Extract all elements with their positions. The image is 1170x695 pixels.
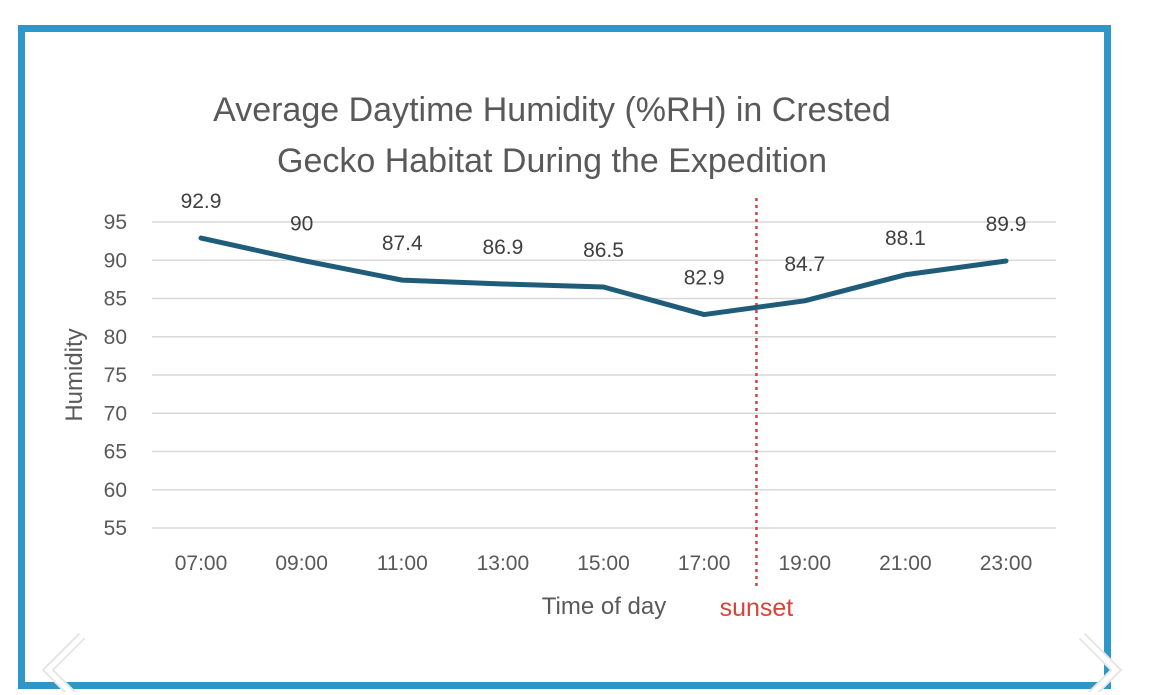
y-tick-label: 60 <box>104 479 127 502</box>
x-tick-label: 21:00 <box>879 552 932 575</box>
gridlines <box>152 221 1056 529</box>
x-tick-label: 23:00 <box>980 552 1033 575</box>
x-tick-label: 19:00 <box>778 552 831 575</box>
previous-slide-button[interactable] <box>30 632 90 695</box>
data-label: 86.5 <box>583 239 624 262</box>
y-tick-label: 55 <box>104 517 127 540</box>
data-label: 90 <box>290 212 313 235</box>
y-tick-label: 65 <box>104 441 127 464</box>
y-axis-title: Humidity <box>61 328 88 421</box>
sunset-annotation: sunset <box>720 198 794 622</box>
y-tick-label: 75 <box>104 364 127 387</box>
chart-title: Average Daytime Humidity (%RH) in Creste… <box>213 91 891 180</box>
x-tick-label: 11:00 <box>377 552 428 575</box>
x-tick-label: 09:00 <box>275 552 328 575</box>
x-tick-label: 13:00 <box>477 552 530 575</box>
chevron-right-icon <box>1078 632 1123 695</box>
x-axis-ticks: 07:00 09:00 11:00 13:00 15:00 17:00 19:00 21:00… <box>175 552 1033 575</box>
slide-frame <box>18 25 1111 689</box>
sunset-label: sunset <box>720 594 794 622</box>
chevron-left-icon <box>41 632 86 695</box>
data-labels: 92.9 90 87.4 86.9 86.5 82.9 84.7 88.1 89.9 <box>181 190 1027 290</box>
x-tick-label: 17:00 <box>678 552 731 575</box>
y-tick-label: 80 <box>104 326 127 349</box>
x-tick-label: 07:00 <box>175 552 228 575</box>
y-tick-label: 95 <box>104 211 127 234</box>
x-axis-title: Time of day <box>542 593 667 620</box>
y-tick-label: 85 <box>104 288 127 311</box>
chart-title-line-2: Gecko Habitat During the Expedition <box>277 142 827 180</box>
data-label: 86.9 <box>482 236 523 259</box>
next-slide-button[interactable] <box>1078 632 1138 695</box>
y-tick-label: 70 <box>104 402 127 425</box>
x-tick-label: 15:00 <box>577 552 630 575</box>
data-label: 87.4 <box>382 232 423 255</box>
data-label: 84.7 <box>784 253 825 276</box>
data-label: 89.9 <box>986 213 1027 236</box>
data-label: 82.9 <box>684 267 725 290</box>
chart-title-line-1: Average Daytime Humidity (%RH) in Creste… <box>213 91 891 129</box>
humidity-series <box>198 235 1009 318</box>
y-axis-ticks: 55 60 65 70 75 80 85 90 95 <box>104 211 127 540</box>
data-label: 92.9 <box>181 190 222 213</box>
y-tick-label: 90 <box>104 249 127 272</box>
data-label: 88.1 <box>885 227 926 250</box>
